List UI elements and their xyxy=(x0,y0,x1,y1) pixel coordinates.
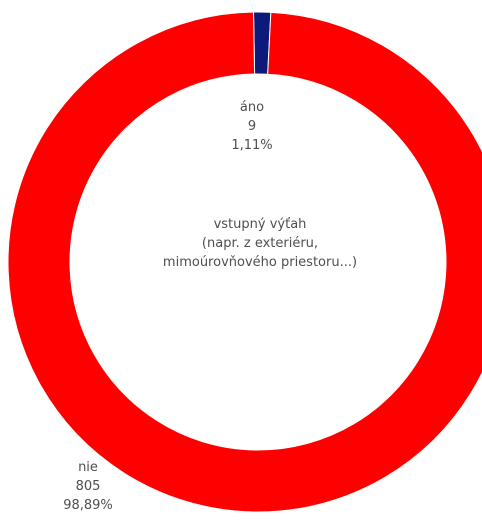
slice-label-value: 9 xyxy=(247,119,257,134)
slice-label-percent: 1,11% xyxy=(231,138,273,153)
chart-title-line: mimoúrovňového priestoru...) xyxy=(162,255,358,270)
slice-label-percent: 98,89% xyxy=(63,498,113,513)
slice-label-name: nie xyxy=(78,460,98,475)
slice-label-nie: nie 805 98,89% xyxy=(43,458,133,515)
chart-title-line: vstupný výťah xyxy=(213,217,307,232)
slice-label-name: áno xyxy=(239,100,265,115)
donut-slice-nie xyxy=(7,11,482,513)
slice-label-ano: áno 9 1,11% xyxy=(222,98,282,155)
slice-label-value: 805 xyxy=(75,479,101,494)
chart-center-title: vstupný výťah (napr. z exteriéru, mimoúr… xyxy=(120,215,400,272)
chart-title-line: (napr. z exteriéru, xyxy=(201,236,319,251)
